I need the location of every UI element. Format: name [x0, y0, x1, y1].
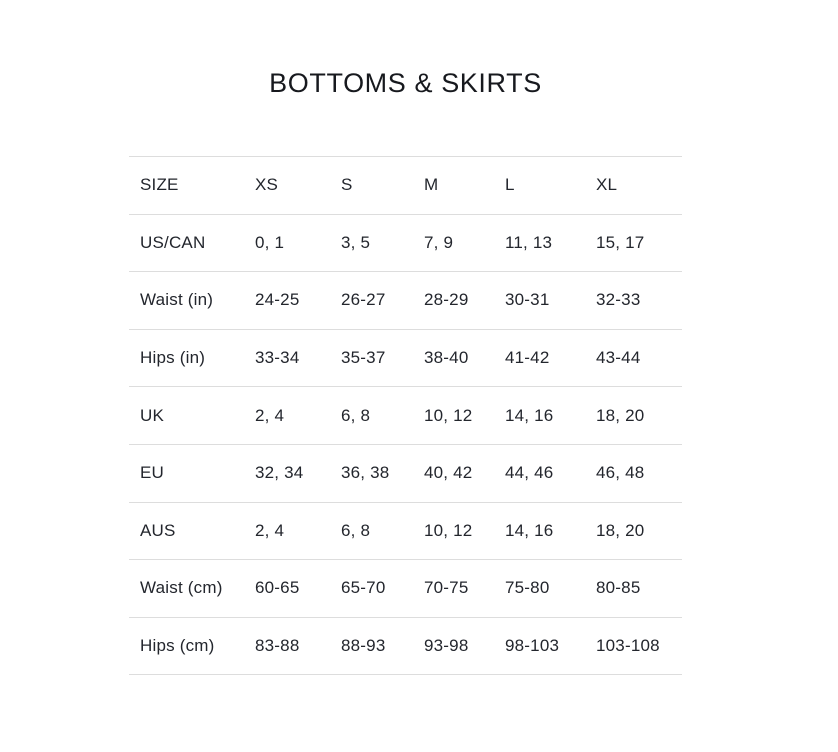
size-table: SIZE XS S M L XL US/CAN 0, 1 3, 5 7, 9 11, 13 15, … — [129, 156, 682, 675]
size-guide-section: BOTTOMS & SKIRTS SIZE XS S M L XL US/CAN 0, 1 3… — [129, 0, 682, 675]
cell-value: 30-31 — [505, 290, 550, 310]
page-title: BOTTOMS & SKIRTS — [269, 68, 542, 98]
table-row: Waist (cm) 60-65 65-70 70-75 75-80 80-85 — [129, 559, 682, 618]
cell-value: 14, 16 — [505, 520, 554, 540]
column-header: M — [424, 175, 439, 195]
cell-value: 2, 4 — [255, 405, 285, 425]
column-header: SIZE — [140, 175, 179, 195]
cell-value: 0, 1 — [255, 232, 285, 252]
table-row: Hips (in) 33-34 35-37 38-40 41-42 43-44 — [129, 329, 682, 387]
cell-value: 38-40 — [424, 348, 469, 368]
cell-value: 26-27 — [341, 290, 386, 310]
cell-value: 11, 13 — [505, 232, 553, 252]
cell-value: 88-93 — [341, 636, 386, 656]
cell-value: 14, 16 — [505, 405, 554, 425]
table-row: AUS 2, 4 6, 8 10, 12 14, 16 18, 20 — [129, 502, 682, 560]
row-label: Hips (in) — [140, 348, 206, 368]
table-row: EU 32, 34 36, 38 40, 42 44, 46 46, 48 — [129, 444, 682, 502]
cell-value: 32-33 — [596, 290, 641, 310]
cell-value: 36, 38 — [341, 463, 390, 483]
cell-value: 7, 9 — [424, 232, 454, 252]
cell-value: 35-37 — [341, 348, 386, 368]
cell-value: 32, 34 — [255, 463, 304, 483]
cell-value: 33-34 — [255, 348, 300, 368]
column-header: XS — [255, 175, 279, 195]
cell-value: 43-44 — [596, 348, 641, 368]
cell-value: 6, 8 — [341, 520, 371, 540]
cell-value: 6, 8 — [341, 405, 371, 425]
cell-value: 98-103 — [505, 636, 560, 656]
header-row: SIZE XS S M L XL — [129, 156, 682, 215]
cell-value: 3, 5 — [341, 232, 371, 252]
cell-value: 28-29 — [424, 290, 469, 310]
cell-value: 40, 42 — [424, 463, 473, 483]
row-label: AUS — [140, 520, 176, 540]
cell-value: 18, 20 — [596, 520, 645, 540]
row-label: Hips (cm) — [140, 636, 215, 656]
cell-value: 46, 48 — [596, 463, 645, 483]
cell-value: 75-80 — [505, 578, 550, 598]
cell-value: 10, 12 — [424, 405, 473, 425]
table-row: Waist (in) 24-25 26-27 28-29 30-31 32-33 — [129, 271, 682, 330]
row-label: EU — [140, 463, 165, 483]
cell-value: 15, 17 — [596, 232, 645, 252]
cell-value: 70-75 — [424, 578, 469, 598]
cell-value: 10, 12 — [424, 520, 473, 540]
cell-value: 18, 20 — [596, 405, 645, 425]
cell-value: 65-70 — [341, 578, 386, 598]
table-body: US/CAN 0, 1 3, 5 7, 9 11, 13 15, 17 Waist (in)… — [129, 214, 682, 675]
cell-value: 60-65 — [255, 578, 300, 598]
cell-value: 44, 46 — [505, 463, 554, 483]
cell-value: 80-85 — [596, 578, 641, 598]
column-header: L — [505, 175, 515, 195]
row-label: Waist (in) — [140, 290, 214, 310]
row-label: UK — [140, 405, 165, 425]
cell-value: 2, 4 — [255, 520, 285, 540]
cell-value: 93-98 — [424, 636, 469, 656]
column-header: S — [341, 175, 353, 195]
column-header: XL — [596, 175, 618, 195]
cell-value: 41-42 — [505, 348, 550, 368]
table-row: UK 2, 4 6, 8 10, 12 14, 16 18, 20 — [129, 386, 682, 445]
cell-value: 103-108 — [596, 636, 660, 656]
row-label: Waist (cm) — [140, 578, 223, 598]
row-label: US/CAN — [140, 232, 206, 252]
table-row: US/CAN 0, 1 3, 5 7, 9 11, 13 15, 17 — [129, 214, 682, 272]
cell-value: 24-25 — [255, 290, 300, 310]
cell-value: 83-88 — [255, 636, 300, 656]
table-row: Hips (cm) 83-88 88-93 93-98 98-103 103-108 — [129, 617, 682, 675]
